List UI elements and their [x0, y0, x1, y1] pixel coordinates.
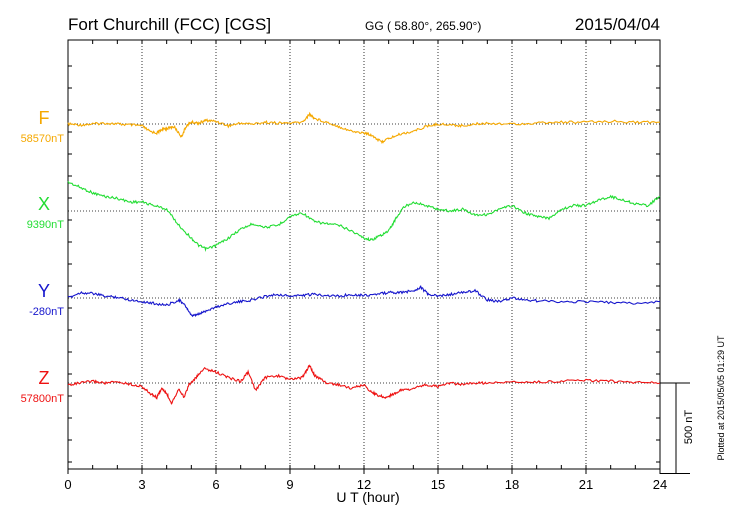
series-line-y — [67, 285, 661, 318]
series-line-z — [67, 364, 661, 405]
series-line-x — [67, 180, 661, 253]
series-name-y: Y — [38, 281, 50, 301]
date-label: 2015/04/04 — [575, 15, 660, 34]
baseline-label-z: 57800nT — [21, 393, 65, 405]
plot-frame — [67, 39, 661, 470]
x-tick-label: 9 — [286, 477, 293, 492]
series-name-f: F — [39, 108, 50, 128]
baseline-label-f: 58570nT — [21, 133, 65, 145]
plotted-note: Plotted at 2015/05/05 01:29 UT — [716, 335, 726, 461]
series-name-z: Z — [39, 368, 50, 388]
x-axis-label: U T (hour) — [336, 489, 399, 505]
x-tick-label: 18 — [505, 477, 519, 492]
series-layer: F 58570nT X 9390nT Y -280nT Z 57800nT — [21, 108, 661, 405]
station-title: Fort Churchill (FCC) [CGS] — [68, 15, 271, 34]
x-tick-labels: 0 3 6 9 12 15 18 21 24 — [64, 477, 667, 492]
series-line-f — [67, 111, 660, 145]
x-tick-label: 12 — [357, 477, 371, 492]
baseline-label-x: 9390nT — [27, 219, 65, 231]
grid-lines — [141, 40, 587, 469]
x-tick-label: 24 — [653, 477, 667, 492]
scale-bar: 500 nT — [660, 382, 695, 474]
x-tick-label: 21 — [579, 477, 593, 492]
x-tick-label: 3 — [138, 477, 145, 492]
x-tick-label: 15 — [431, 477, 445, 492]
scale-bar-label: 500 nT — [683, 410, 695, 445]
series-name-x: X — [38, 194, 50, 214]
coords-label: GG ( 58.80°, 265.90°) — [365, 19, 481, 33]
x-tick-label: 0 — [64, 477, 71, 492]
x-tick-label: 6 — [212, 477, 219, 492]
baseline-label-y: -280nT — [29, 306, 64, 318]
